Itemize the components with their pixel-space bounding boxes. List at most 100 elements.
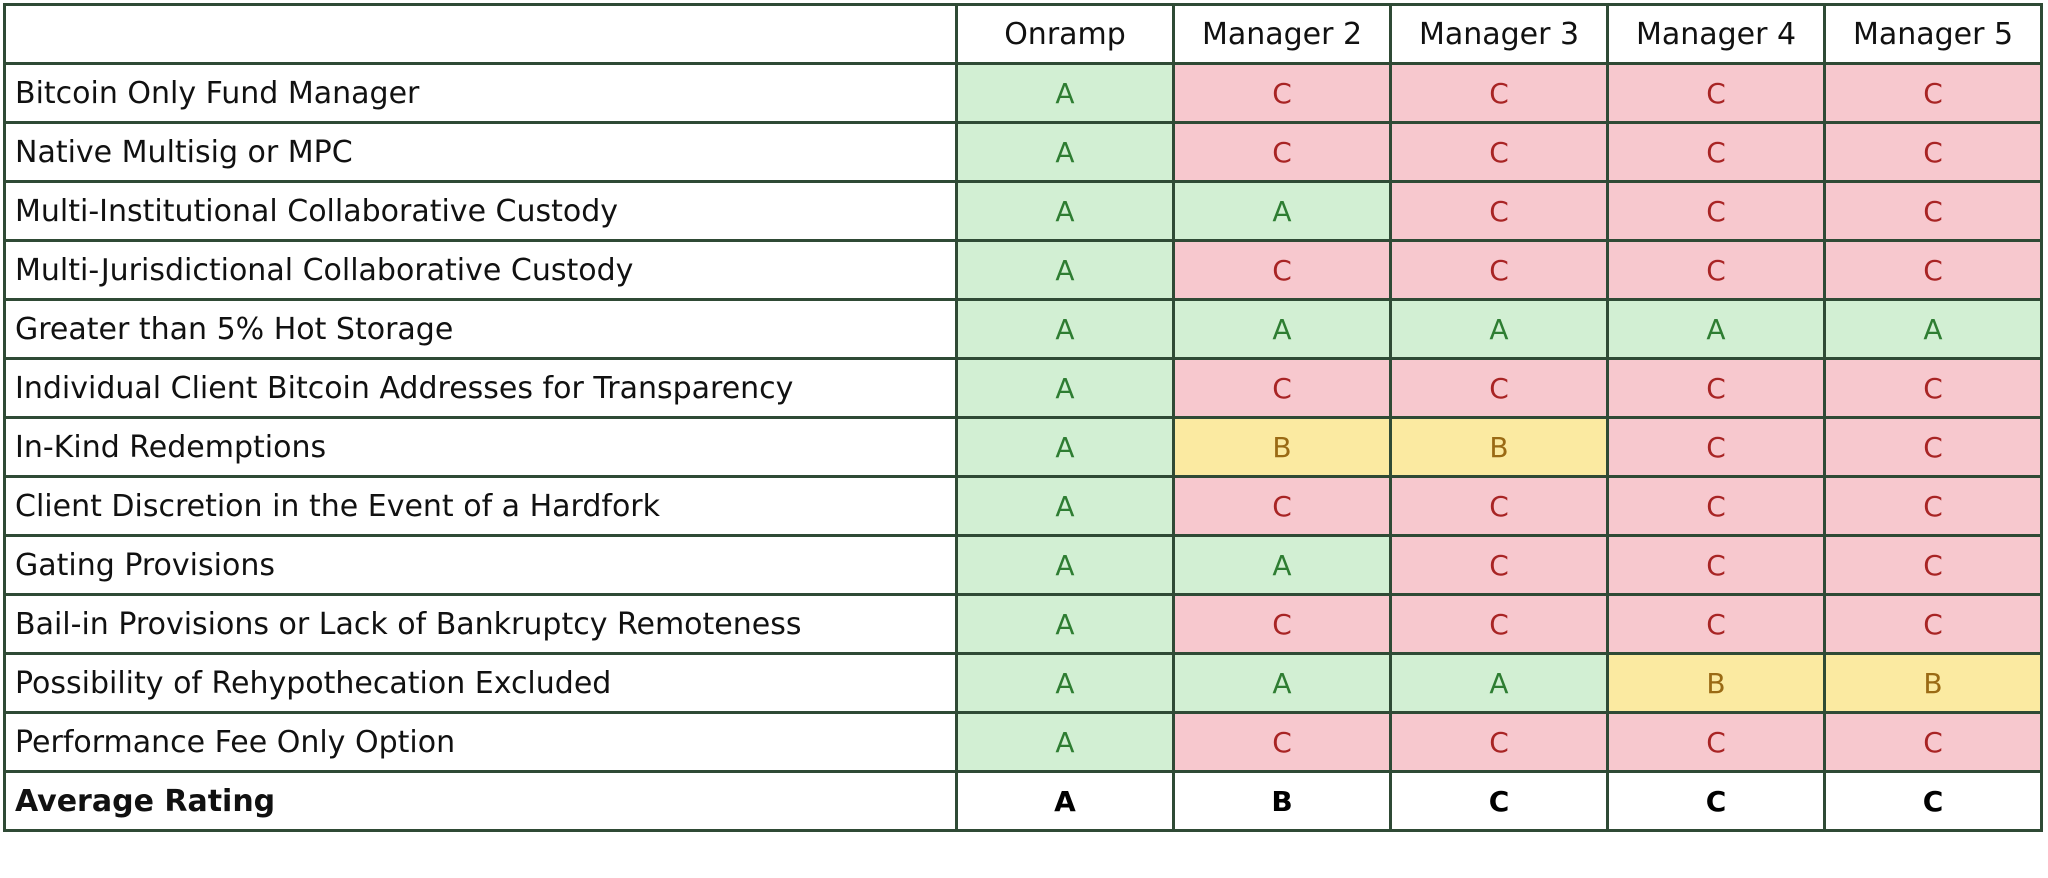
grade-cell: C <box>1389 121 1609 183</box>
grade-cell: C <box>1606 239 1826 301</box>
feature-label: Bitcoin Only Fund Manager <box>3 62 958 124</box>
grade-cell: A <box>1172 180 1392 242</box>
grade-cell: C <box>1606 121 1826 183</box>
grade-cell: B <box>1606 652 1826 714</box>
fund-manager-comparison-table: Onramp Manager 2 Manager 3 Manager 4 Man… <box>3 3 2043 832</box>
header-corner <box>3 3 958 65</box>
grade-cell: A <box>1606 298 1826 360</box>
feature-label: Possibility of Rehypothecation Excluded <box>3 652 958 714</box>
average-grade-cell: C <box>1389 770 1609 832</box>
table-row: Individual Client Bitcoin Addresses for … <box>3 357 2043 419</box>
table-row: Bail-in Provisions or Lack of Bankruptcy… <box>3 593 2043 655</box>
grade-cell: C <box>1389 239 1609 301</box>
grade-cell: C <box>1606 357 1826 419</box>
grade-cell: A <box>1172 298 1392 360</box>
grade-cell: A <box>955 357 1175 419</box>
grade-cell: A <box>1389 298 1609 360</box>
grade-cell: A <box>955 416 1175 478</box>
feature-label: Greater than 5% Hot Storage <box>3 298 958 360</box>
grade-cell: C <box>1823 534 2043 596</box>
grade-cell: A <box>955 534 1175 596</box>
feature-label: In-Kind Redemptions <box>3 416 958 478</box>
grade-cell: B <box>1172 416 1392 478</box>
grade-cell: C <box>1823 711 2043 773</box>
average-grade-cell: C <box>1823 770 2043 832</box>
feature-label: Native Multisig or MPC <box>3 121 958 183</box>
average-row: Average Rating A B C C C <box>3 770 2043 832</box>
table-row: Greater than 5% Hot Storage A A A A A <box>3 298 2043 360</box>
grade-cell: A <box>955 593 1175 655</box>
grade-cell: C <box>1606 711 1826 773</box>
grade-cell: C <box>1389 180 1609 242</box>
grade-cell: C <box>1389 534 1609 596</box>
feature-label: Multi-Jurisdictional Collaborative Custo… <box>3 239 958 301</box>
grade-cell: A <box>1172 652 1392 714</box>
grade-cell: C <box>1606 180 1826 242</box>
average-rating-label: Average Rating <box>3 770 958 832</box>
feature-label: Client Discretion in the Event of a Hard… <box>3 475 958 537</box>
grade-cell: C <box>1606 534 1826 596</box>
column-header-manager-2: Manager 2 <box>1172 3 1392 65</box>
table-row: Multi-Jurisdictional Collaborative Custo… <box>3 239 2043 301</box>
grade-cell: A <box>955 62 1175 124</box>
grade-cell: C <box>1389 593 1609 655</box>
grade-cell: C <box>1606 475 1826 537</box>
grade-cell: C <box>1172 357 1392 419</box>
table-row: Native Multisig or MPC A C C C C <box>3 121 2043 183</box>
grade-cell: B <box>1389 416 1609 478</box>
grade-cell: C <box>1823 239 2043 301</box>
grade-cell: C <box>1172 711 1392 773</box>
grade-cell: A <box>955 121 1175 183</box>
grade-cell: C <box>1172 593 1392 655</box>
grade-cell: A <box>955 475 1175 537</box>
table-row: Gating Provisions A A C C C <box>3 534 2043 596</box>
grade-cell: C <box>1389 475 1609 537</box>
column-header-manager-3: Manager 3 <box>1389 3 1609 65</box>
grade-cell: C <box>1606 62 1826 124</box>
grade-cell: C <box>1823 416 2043 478</box>
grade-cell: A <box>1823 298 2043 360</box>
grade-cell: C <box>1823 121 2043 183</box>
grade-cell: C <box>1823 475 2043 537</box>
feature-label: Performance Fee Only Option <box>3 711 958 773</box>
grade-cell: B <box>1823 652 2043 714</box>
grade-cell: C <box>1389 62 1609 124</box>
grade-cell: C <box>1389 357 1609 419</box>
grade-cell: C <box>1823 357 2043 419</box>
column-header-manager-4: Manager 4 <box>1606 3 1826 65</box>
grade-cell: C <box>1606 593 1826 655</box>
average-grade-cell: C <box>1606 770 1826 832</box>
grade-cell: A <box>1172 534 1392 596</box>
column-header-manager-5: Manager 5 <box>1823 3 2043 65</box>
grade-cell: C <box>1172 121 1392 183</box>
grade-cell: A <box>955 298 1175 360</box>
grade-cell: C <box>1606 416 1826 478</box>
grade-cell: C <box>1172 62 1392 124</box>
grade-cell: A <box>955 180 1175 242</box>
grade-cell: C <box>1823 593 2043 655</box>
grade-cell: A <box>955 652 1175 714</box>
grade-cell: C <box>1172 239 1392 301</box>
table-row: Bitcoin Only Fund Manager A C C C C <box>3 62 2043 124</box>
table-row: Possibility of Rehypothecation Excluded A… <box>3 652 2043 714</box>
table-row: Client Discretion in the Event of a Hard… <box>3 475 2043 537</box>
table-row: Performance Fee Only Option A C C C C <box>3 711 2043 773</box>
column-header-onramp: Onramp <box>955 3 1175 65</box>
average-grade-cell: B <box>1172 770 1392 832</box>
grade-cell: C <box>1389 711 1609 773</box>
feature-label: Bail-in Provisions or Lack of Bankruptcy… <box>3 593 958 655</box>
grade-cell: C <box>1172 475 1392 537</box>
table-row: Multi-Institutional Collaborative Custod… <box>3 180 2043 242</box>
grade-cell: C <box>1823 62 2043 124</box>
grade-cell: A <box>955 239 1175 301</box>
feature-label: Gating Provisions <box>3 534 958 596</box>
feature-label: Multi-Institutional Collaborative Custod… <box>3 180 958 242</box>
comparison-table-container: Onramp Manager 2 Manager 3 Manager 4 Man… <box>3 3 2043 832</box>
feature-label: Individual Client Bitcoin Addresses for … <box>3 357 958 419</box>
grade-cell: A <box>1389 652 1609 714</box>
table-row: In-Kind Redemptions A B B C C <box>3 416 2043 478</box>
grade-cell: C <box>1823 180 2043 242</box>
grade-cell: A <box>955 711 1175 773</box>
average-grade-cell: A <box>955 770 1175 832</box>
header-row: Onramp Manager 2 Manager 3 Manager 4 Man… <box>3 3 2043 65</box>
